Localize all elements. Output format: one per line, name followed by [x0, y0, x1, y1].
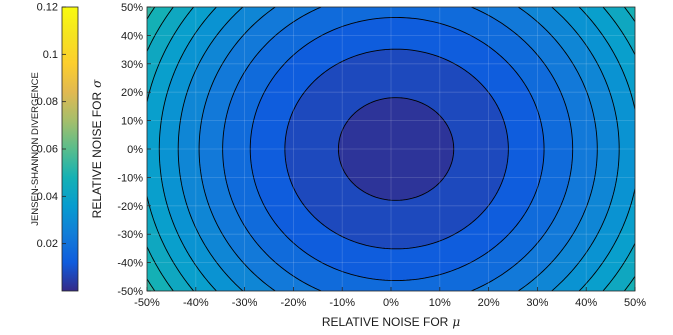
colorbar-tick-label-5: 0.12	[37, 2, 58, 14]
colorbar-tick-label-1: 0.04	[37, 191, 58, 203]
y-tick-label-0: -50%	[117, 286, 143, 298]
y-axis-ticks: -50% -40% -30% -20% -10% 0% 10% 20% 30% 40% 50%	[117, 2, 151, 298]
y-tick-label-8: 30%	[121, 59, 143, 71]
y-axis-symbol: σ	[90, 79, 104, 88]
contour-line-4	[198, 7, 598, 291]
x-tick-label-3: -20%	[281, 297, 307, 309]
x-tick-label-4: -10%	[329, 297, 355, 309]
colorbar-tick-label-2: 0.06	[37, 144, 58, 156]
y-axis-label: RELATIVE NOISE FOR σ	[90, 79, 104, 218]
colorbar-tick-label-0: 0.02	[37, 238, 58, 250]
contour-line-6	[158, 7, 635, 291]
y-tick-label-7: 20%	[121, 87, 143, 99]
x-axis-label: RELATIVE NOISE FOR μ	[322, 315, 460, 329]
x-tick-label-6: 10%	[429, 297, 451, 309]
contour-line-0	[337, 97, 455, 201]
y-tick-label-3: -20%	[117, 201, 143, 213]
contour-line-1	[284, 48, 509, 250]
y-tick-label-6: 10%	[121, 116, 143, 128]
x-axis-symbol: μ	[452, 315, 460, 329]
y-tick-label-5: 0%	[127, 144, 143, 156]
x-tick-label-1: -40%	[183, 297, 209, 309]
x-tick-label-7: 20%	[478, 297, 500, 309]
grid-lines	[147, 7, 635, 291]
colorbar-label: JENSEN-SHANNON DIVERGENCE	[30, 72, 41, 226]
y-tick-label-1: -40%	[117, 258, 143, 270]
x-tick-label-0: -50%	[134, 297, 160, 309]
colorbar-tick-label-4: 0.1	[43, 49, 58, 61]
contour-line-3	[222, 7, 574, 291]
y-tick-label-10: 50%	[121, 2, 143, 14]
y-tick-label-2: -30%	[117, 229, 143, 241]
colorbar-tick-label-3: 0.08	[37, 96, 58, 108]
contour-line-8	[147, 7, 635, 291]
x-tick-label-2: -30%	[232, 297, 258, 309]
x-tick-label-5: 0%	[383, 297, 399, 309]
colorbar-ticks: 0.02 0.04 0.06 0.08 0.1 0.12	[37, 2, 66, 250]
y-tick-label-9: 40%	[121, 30, 143, 42]
x-tick-label-8: 30%	[526, 297, 548, 309]
contour-line-2	[249, 17, 545, 281]
x-axis-label-text: RELATIVE NOISE FOR	[322, 315, 449, 329]
contour-plot	[147, 7, 635, 291]
x-axis-ticks: -50% -40% -30% -20% -10% 0% 10% 20% 30% 40% 50%	[134, 287, 646, 309]
x-tick-label-9: 40%	[575, 297, 597, 309]
x-tick-label-10: 50%	[624, 297, 646, 309]
y-tick-label-4: -10%	[117, 172, 143, 184]
y-axis-label-text: RELATIVE NOISE FOR	[90, 92, 104, 219]
contour-line-7	[147, 7, 635, 291]
contour-line-5	[177, 7, 620, 291]
